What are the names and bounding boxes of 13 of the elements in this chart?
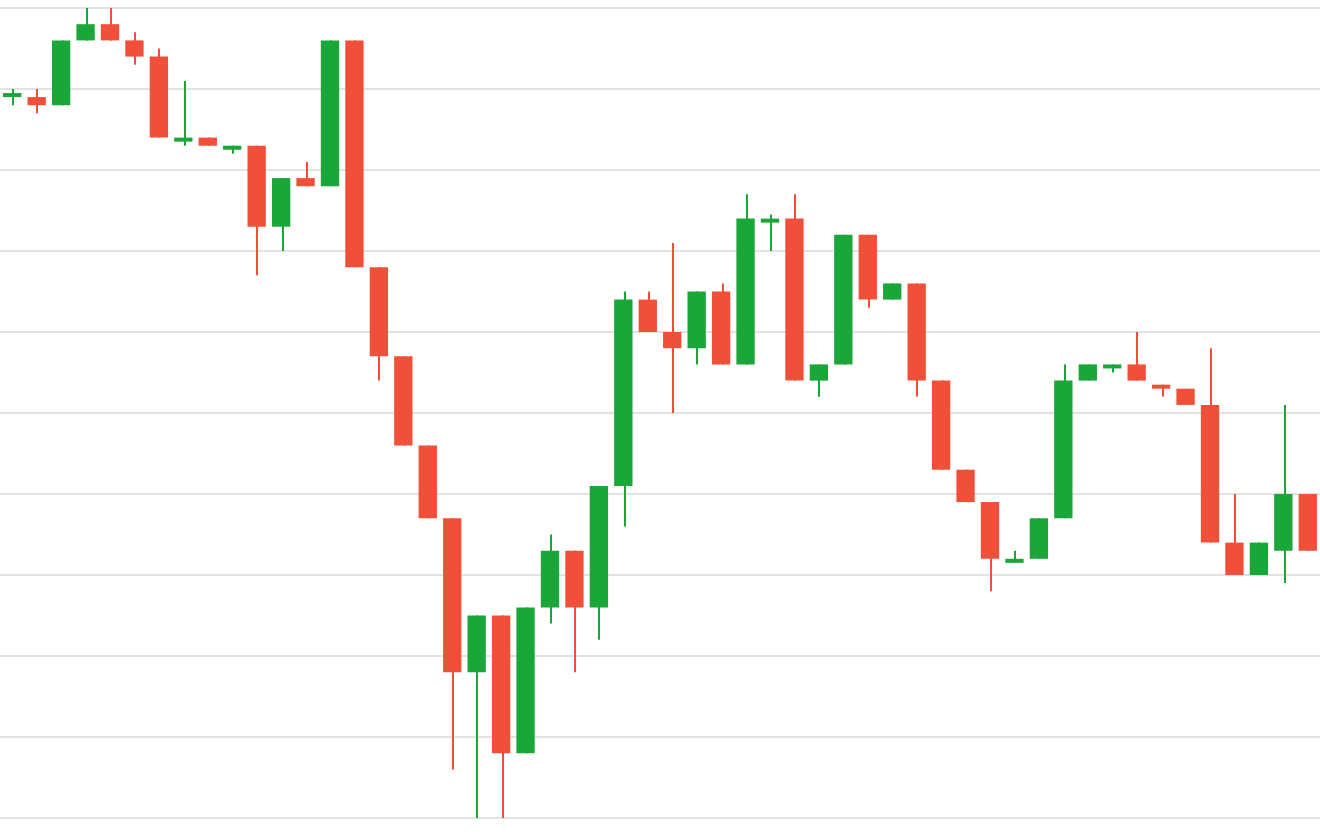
candlestick (27, 88, 46, 115)
candlestick (1225, 493, 1244, 576)
candlestick (809, 363, 829, 398)
candlestick (174, 79, 193, 147)
candlestick (663, 241, 682, 414)
candlestick (638, 290, 657, 333)
candlestick (100, 7, 120, 42)
candlestick (760, 213, 780, 252)
candlestick (296, 160, 315, 188)
candlestick (125, 31, 144, 66)
candlestick (1029, 517, 1049, 560)
candlestick (76, 7, 95, 42)
candlestick (1127, 331, 1146, 382)
